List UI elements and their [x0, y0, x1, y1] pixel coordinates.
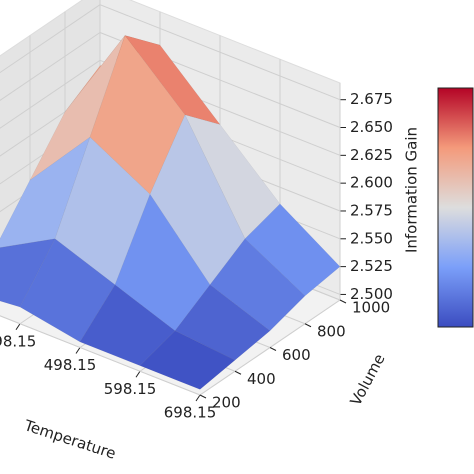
labels: 2.500 2.525 2.550 2.575 2.600 2.625 2.650 2.675…: [0, 90, 393, 421]
y-tick: [199, 394, 207, 399]
y-tick-label: 1000: [352, 299, 390, 317]
z-tick-label: 2.575: [350, 201, 393, 219]
x-tick: [15, 323, 21, 331]
y-tick: [304, 323, 312, 328]
y-tick-label: 400: [247, 370, 276, 388]
surface-patch: [139, 330, 236, 390]
z-tick-label: 2.650: [350, 118, 393, 136]
z-tick-label: 2.500: [350, 285, 393, 303]
x-tick-label: 698.15: [164, 404, 217, 422]
y-tick: [234, 370, 242, 375]
colorbar: [437, 87, 474, 328]
z-axis-label: Information Gain: [403, 127, 421, 253]
y-tick: [339, 299, 347, 304]
x-tick-label: 398.15: [0, 332, 36, 350]
z-tick-label: 2.550: [350, 229, 393, 247]
y-tick: [269, 347, 277, 351]
z-tick-label: 2.625: [350, 146, 393, 164]
y-tick-label: 200: [212, 394, 241, 412]
z-tick-label: 2.675: [350, 90, 393, 108]
x-tick: [195, 394, 201, 402]
y-tick-label: 800: [317, 322, 346, 340]
x-tick: [75, 347, 81, 354]
y-tick-label: 600: [282, 346, 311, 364]
y-grid-line: [0, 315, 201, 396]
x-tick-label: 598.15: [104, 380, 157, 398]
surface-patch: [209, 238, 306, 332]
z-tick-label: 2.525: [350, 257, 393, 275]
x-tick: [135, 370, 141, 378]
x-tick-label: 498.15: [44, 356, 97, 374]
surface: [0, 34, 341, 390]
z-tick-label: 2.600: [350, 174, 393, 192]
x-axis-label: Temperature: [21, 416, 118, 463]
y-axis-label: Volume: [347, 351, 389, 409]
